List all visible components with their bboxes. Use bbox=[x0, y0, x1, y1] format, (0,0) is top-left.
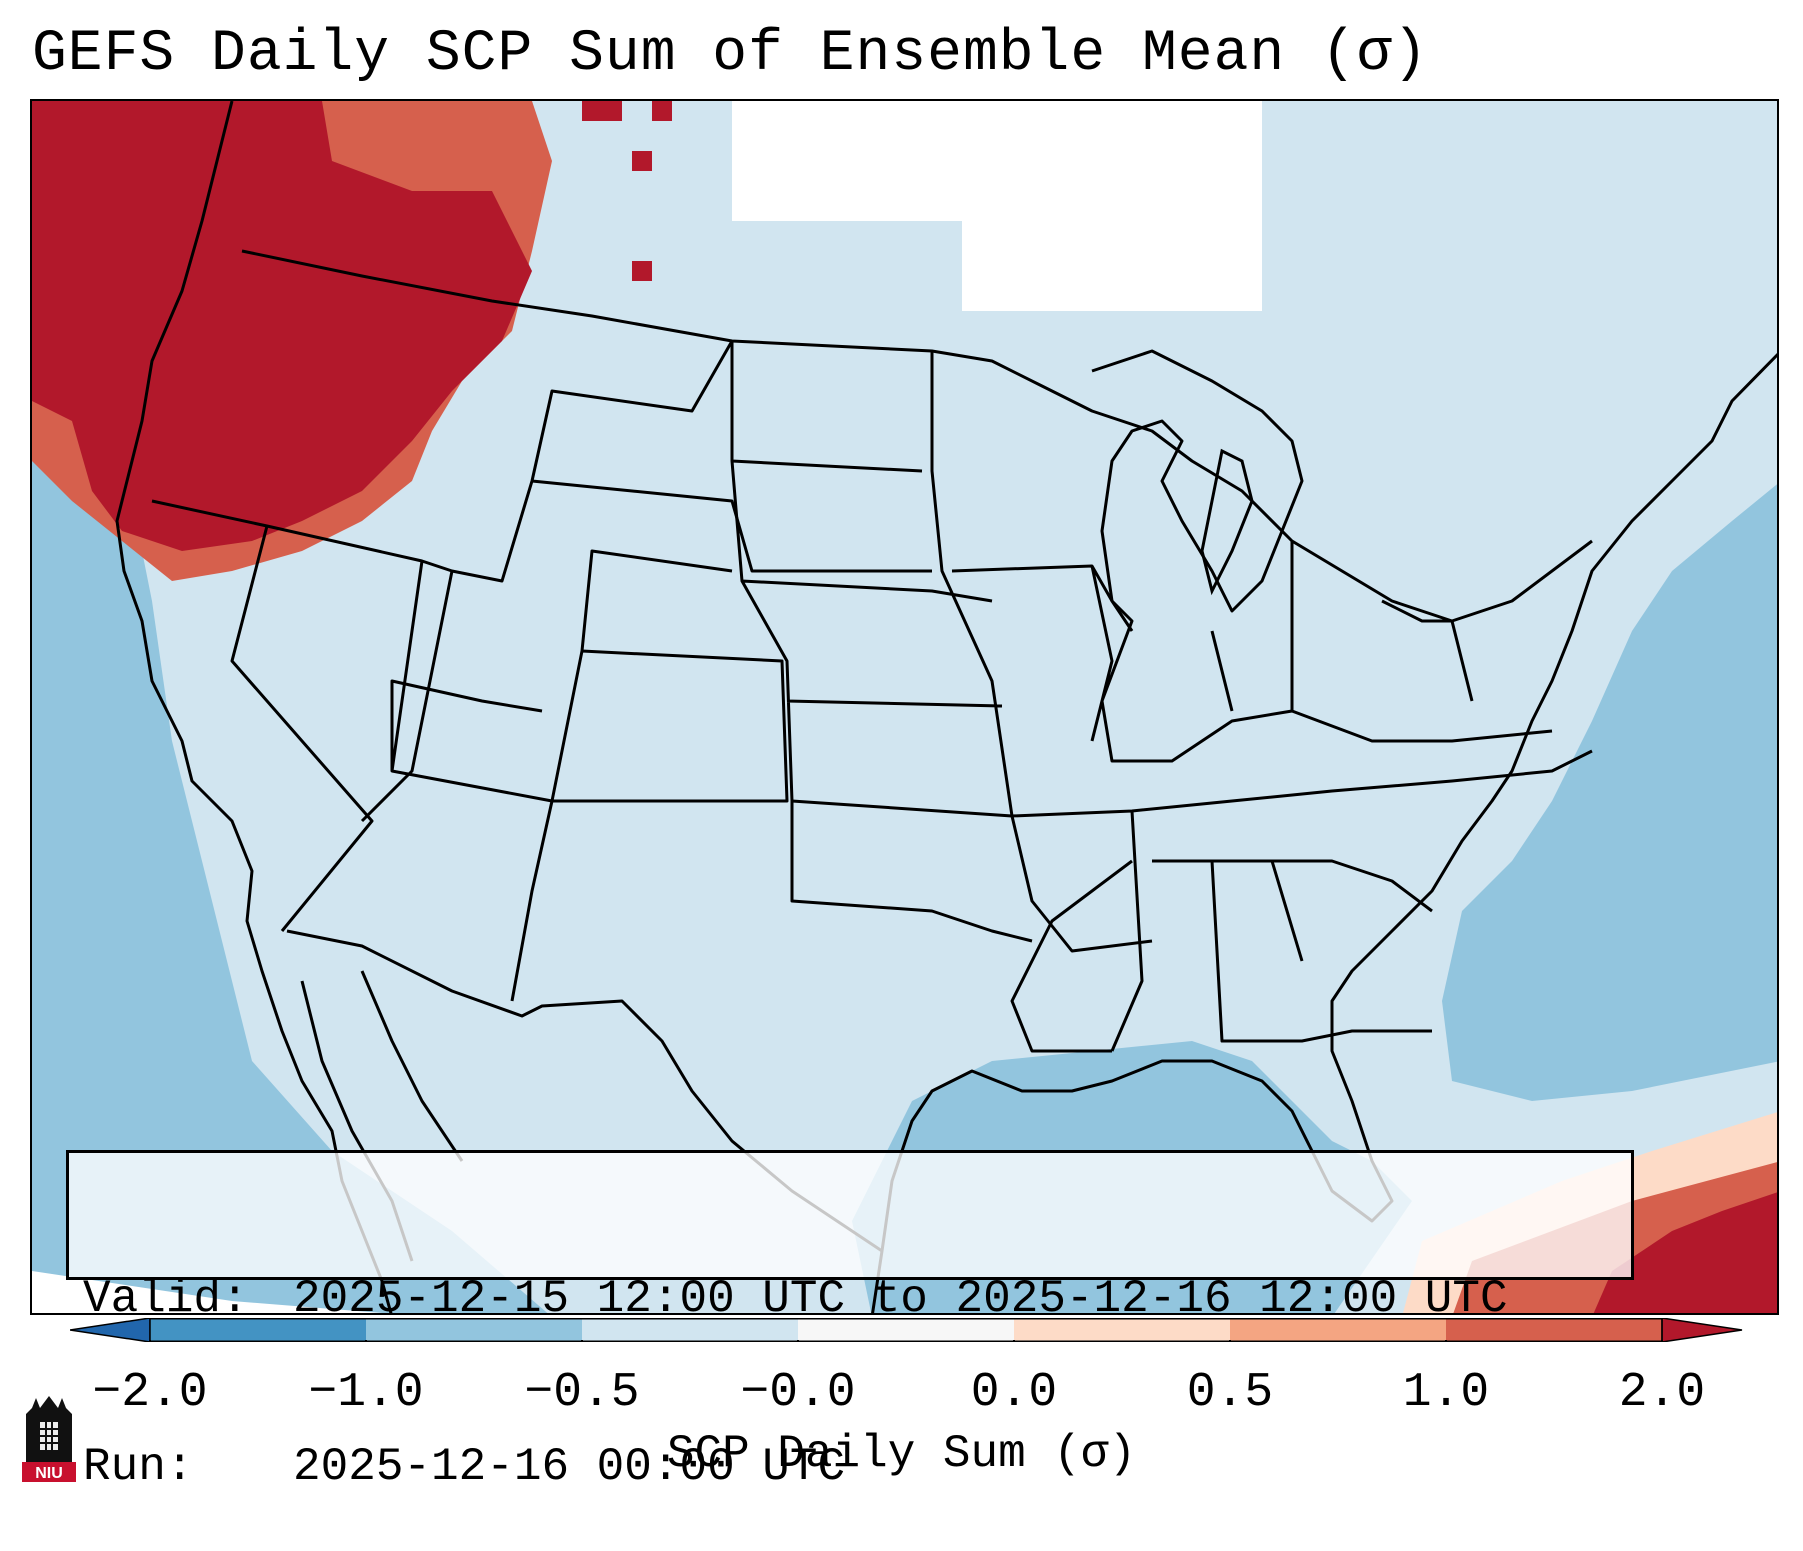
atlantic-field bbox=[1442, 484, 1777, 1101]
pnw-field-speck bbox=[652, 101, 672, 121]
colorbar-tick-label: −2.0 bbox=[92, 1366, 208, 1420]
colorbar-extend-high bbox=[1661, 1318, 1743, 1342]
colorbar-tick-label: −0.0 bbox=[740, 1366, 856, 1420]
pacific-field bbox=[32, 351, 548, 1313]
logo-badge bbox=[22, 1462, 76, 1482]
colorbar-tick-label: 1.0 bbox=[1402, 1366, 1490, 1420]
colorbar-tick-label: 2.0 bbox=[1618, 1366, 1706, 1420]
valid-run-info-box: Valid: 2025-12-15 12:00 UTC to 2025-12-16… bbox=[66, 1150, 1634, 1493]
great-lakes-outline bbox=[1091, 349, 1304, 632]
caribbean-field-core bbox=[1593, 1192, 1777, 1313]
neutral-fields bbox=[32, 101, 1262, 1313]
pnw-field-speck bbox=[582, 101, 622, 121]
colorbar-title: SCP Daily Sum (σ) bbox=[666, 1428, 1137, 1480]
niu-logo: NIU bbox=[22, 1396, 76, 1482]
colorbar-tick-label: 0.0 bbox=[970, 1366, 1058, 1420]
neutral-field-canada bbox=[962, 101, 1262, 311]
colorbar-tick-label: 0.5 bbox=[1186, 1366, 1274, 1420]
colorbar-tick-label: −1.0 bbox=[308, 1366, 424, 1420]
atlantic-coastline bbox=[871, 352, 1777, 1313]
neutral-field-south bbox=[32, 1271, 382, 1313]
political-boundaries bbox=[115, 101, 1777, 1313]
logo-text: NIU bbox=[35, 1465, 63, 1482]
colorbar-segment bbox=[366, 1318, 582, 1342]
colorbar-segment bbox=[1446, 1318, 1662, 1342]
pnw-field-speck bbox=[632, 151, 652, 171]
colorbar-segments bbox=[70, 1318, 1743, 1342]
conus-map bbox=[32, 101, 1777, 1313]
canada-us-border bbox=[241, 249, 1593, 623]
pnw-field-speck bbox=[632, 261, 652, 281]
lake-michigan-outline bbox=[1200, 448, 1254, 596]
colorbar-segment bbox=[582, 1318, 798, 1342]
valid-line: Valid: 2025-12-15 12:00 UTC to 2025-12-16… bbox=[83, 1271, 1617, 1327]
pacific-coastline bbox=[115, 101, 393, 1313]
colorbar-tick-label: −0.5 bbox=[524, 1366, 640, 1420]
colorbar-extend-low bbox=[70, 1318, 151, 1342]
colorbar-segment bbox=[1014, 1318, 1230, 1342]
pnw-field-core bbox=[32, 101, 532, 551]
map-panel bbox=[30, 99, 1779, 1315]
logo-window-grid bbox=[40, 1422, 58, 1450]
run-value: 2025-12-16 00:00 UTC bbox=[293, 1441, 846, 1493]
colorbar-outline bbox=[149, 1318, 1663, 1342]
state-lines-south bbox=[1010, 749, 1593, 1053]
colorbar bbox=[70, 1318, 1743, 1342]
map-title: GEFS Daily SCP Sum of Ensemble Mean (σ) bbox=[32, 22, 1429, 87]
colorbar-segment bbox=[150, 1318, 366, 1342]
state-lines-midwest bbox=[951, 541, 1553, 763]
valid-value: 2025-12-15 12:00 UTC to 2025-12-16 12:00… bbox=[293, 1273, 1508, 1325]
positive-field-northwest bbox=[32, 101, 672, 581]
run-line: Run: 2025-12-16 00:00 UTC bbox=[83, 1439, 1617, 1495]
run-label: Run: bbox=[83, 1441, 194, 1493]
valid-label: Valid: bbox=[83, 1273, 249, 1325]
colorbar-segment bbox=[798, 1318, 1014, 1342]
colorbar-segment bbox=[1230, 1318, 1446, 1342]
state-lines-west bbox=[151, 340, 932, 1002]
state-lines-plains bbox=[730, 341, 1153, 953]
